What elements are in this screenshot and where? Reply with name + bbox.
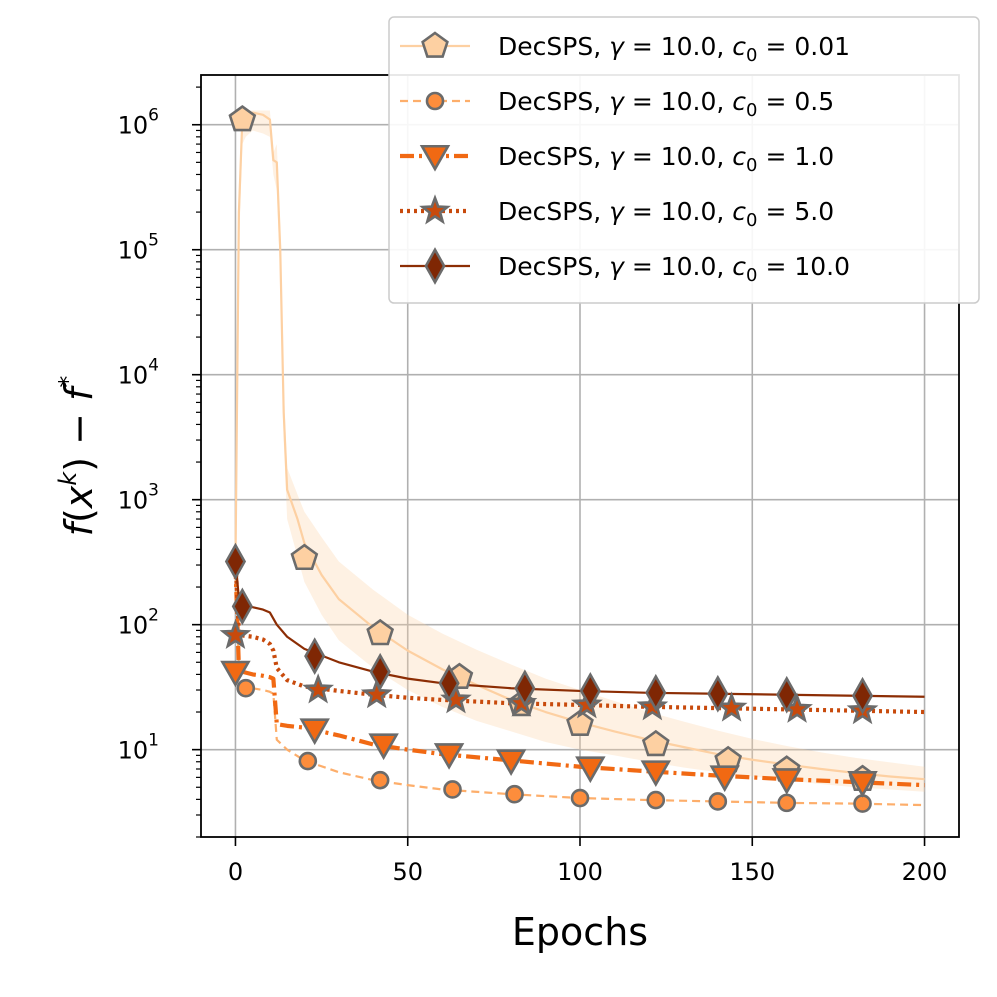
x-tick-label: 200 (902, 858, 948, 886)
series-marker-4 (707, 674, 729, 713)
x-axis: 0 50 100 150 200 (228, 837, 948, 886)
series-marker-4 (369, 652, 391, 691)
series-marker-1 (646, 790, 666, 810)
series-marker-4 (438, 664, 460, 703)
series-marker-2 (495, 749, 527, 777)
series-marker-0 (566, 709, 594, 736)
series-marker-0 (641, 729, 670, 757)
legend-label: DecSPS, γ = 10.0, c0 = 10.0 (498, 252, 850, 286)
series-marker-1 (853, 794, 872, 813)
legend-label: DecSPS, γ = 10.0, c0 = 0.5 (498, 87, 834, 121)
series-line-4 (234, 559, 925, 698)
series-marker-2 (709, 765, 740, 793)
series-marker-3 (360, 678, 393, 709)
series-line-2 (233, 564, 925, 788)
y-tick-label: 101 (118, 731, 159, 765)
legend-marker (419, 144, 451, 172)
legend-marker (424, 247, 446, 285)
series-marker-0 (290, 543, 319, 571)
series-marker-4 (304, 637, 326, 676)
series-marker-4 (851, 676, 874, 715)
legend-marker (419, 194, 451, 225)
x-tick-label: 0 (228, 858, 243, 886)
series-marker-4 (645, 673, 667, 712)
legend-label: DecSPS, γ = 10.0, c0 = 5.0 (498, 197, 834, 231)
x-tick-label: 50 (392, 858, 423, 886)
series-marker-2 (575, 756, 606, 784)
legend-marker (421, 31, 449, 58)
x-tick-label: 100 (557, 858, 603, 886)
legend: DecSPS, γ = 10.0, c0 = 0.01 DecSPS, γ = 1… (388, 16, 980, 304)
x-axis-label: Epochs (512, 910, 648, 954)
series-marker-1 (708, 792, 728, 811)
y-axis-label: f(xk) − f* (54, 376, 101, 537)
series-line-1 (234, 564, 925, 807)
legend-label: DecSPS, γ = 10.0, c0 = 0.01 (498, 32, 850, 66)
series-marker-3 (302, 673, 335, 704)
series-marker-1 (777, 793, 797, 813)
series-band-0 (235, 110, 925, 792)
series-marker-2 (847, 771, 878, 798)
series-marker-1 (298, 751, 318, 771)
series-marker-3 (636, 690, 669, 721)
series-marker-1 (370, 770, 390, 790)
series-marker-3 (505, 686, 538, 717)
legend-marker (425, 91, 445, 111)
series-marker-3 (219, 618, 252, 649)
series-marker-4 (224, 542, 247, 581)
series-marker-4 (231, 587, 253, 626)
series-marker-2 (368, 733, 399, 761)
series-marker-4 (579, 672, 601, 710)
series-marker-2 (220, 660, 251, 688)
legend-label: DecSPS, γ = 10.0, c0 = 1.0 (498, 142, 834, 176)
series-marker-0 (228, 104, 257, 132)
series-marker-1 (570, 788, 590, 808)
series-marker-1 (236, 678, 256, 698)
series-marker-4 (776, 675, 798, 714)
series-marker-2 (299, 718, 330, 746)
y-tick-label: 102 (118, 606, 159, 640)
series-marker-1 (443, 780, 462, 799)
y-tick-label: 106 (118, 106, 159, 140)
series-line-3 (233, 559, 925, 715)
series-marker-2 (640, 760, 672, 787)
series-marker-1 (505, 784, 524, 804)
legend-box (388, 16, 980, 304)
y-tick-label: 104 (118, 356, 159, 390)
series-marker-0 (366, 618, 395, 646)
x-tick-label: 150 (729, 858, 775, 886)
series-markers (219, 104, 879, 813)
y-tick-label: 105 (118, 231, 159, 265)
confidence-bands (235, 110, 925, 792)
y-tick-label: 103 (118, 481, 159, 515)
y-axis: 101 102 103 104 105 106 (118, 86, 201, 838)
series-marker-2 (771, 768, 802, 795)
series-marker-4 (514, 669, 536, 708)
series-marker-2 (433, 743, 465, 770)
